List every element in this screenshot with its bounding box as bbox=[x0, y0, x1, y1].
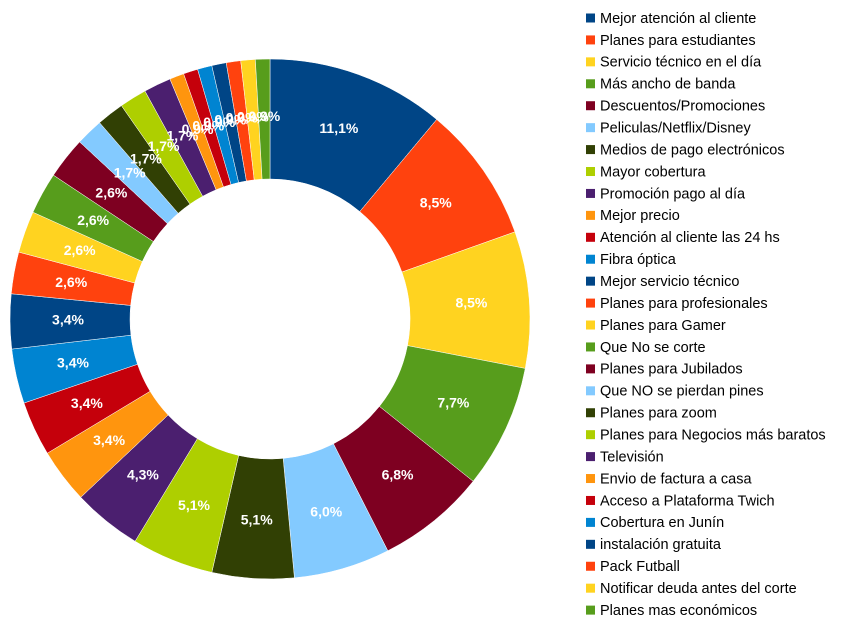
value-label: 2,6% bbox=[64, 242, 96, 258]
legend-swatch bbox=[586, 13, 595, 23]
legend-label: Medios de pago electrónicos bbox=[600, 142, 785, 158]
legend-swatch bbox=[586, 583, 595, 593]
legend-swatch bbox=[586, 364, 595, 374]
legend-swatch bbox=[586, 232, 595, 242]
legend-swatch bbox=[586, 276, 595, 286]
legend-swatch bbox=[586, 320, 595, 330]
slice bbox=[255, 58, 271, 180]
legend-label: Planes mas económicos bbox=[600, 603, 757, 617]
legend-label: Acceso a Plataforma Twich bbox=[600, 493, 775, 509]
legend-label: Mejor precio bbox=[600, 208, 680, 224]
legend-label: Más ancho de banda bbox=[600, 77, 736, 93]
legend-swatch bbox=[586, 298, 595, 308]
legend-swatch bbox=[586, 342, 595, 352]
legend-swatch bbox=[586, 167, 595, 177]
value-label: 6,8% bbox=[382, 466, 414, 482]
legend-label: Descuentos/Promociones bbox=[600, 99, 765, 115]
value-label: 2,6% bbox=[55, 274, 87, 290]
legend-label: Mayor cobertura bbox=[600, 164, 707, 180]
legend-swatch bbox=[586, 35, 595, 45]
value-label: 4,3% bbox=[127, 467, 159, 483]
value-label: 8,5% bbox=[455, 295, 487, 311]
legend-label: Notificar deuda antes del corte bbox=[600, 581, 797, 597]
value-label: 0,9% bbox=[248, 108, 280, 124]
value-label: 0,9% bbox=[203, 114, 235, 130]
value-label: 11,1% bbox=[319, 120, 358, 136]
legend-swatch bbox=[586, 123, 595, 133]
legend-label: instalación gratuita bbox=[600, 537, 722, 553]
legend-swatch bbox=[586, 452, 595, 462]
value-label: 1,7% bbox=[166, 128, 198, 144]
legend-label: Planes para Jubilados bbox=[600, 362, 743, 378]
legend-label: Planes para Negocios más baratos bbox=[600, 427, 826, 443]
value-label: 2,6% bbox=[95, 185, 127, 201]
value-label: 0,9% bbox=[226, 110, 258, 126]
legend-swatch bbox=[586, 386, 595, 396]
value-label: 1,7% bbox=[130, 150, 162, 166]
value-label: 3,4% bbox=[93, 432, 125, 448]
value-label: 0,9% bbox=[237, 108, 269, 124]
legend-label: Mejor servicio técnico bbox=[600, 274, 739, 290]
legend-label: Envio de factura a casa bbox=[600, 471, 752, 487]
value-label: 3,4% bbox=[71, 395, 103, 411]
legend-swatch bbox=[586, 254, 595, 264]
value-label: 3,4% bbox=[52, 312, 84, 328]
value-label: 1,7% bbox=[114, 164, 146, 180]
legend-swatch bbox=[586, 408, 595, 418]
legend-label: Fibra óptica bbox=[600, 252, 677, 268]
legend-label: Planes para Gamer bbox=[600, 318, 726, 334]
value-label: 5,1% bbox=[178, 497, 210, 513]
legend-swatch bbox=[586, 495, 595, 505]
legend-label: Que NO se pierdan pines bbox=[600, 384, 764, 400]
legend-label: Planes para estudiantes bbox=[600, 33, 756, 49]
legend-swatch bbox=[586, 605, 595, 615]
legend-label: Peliculas/Netflix/Disney bbox=[600, 120, 751, 136]
legend-swatch bbox=[586, 517, 595, 527]
legend-swatch bbox=[586, 561, 595, 571]
legend-swatch bbox=[586, 79, 595, 89]
value-label: 8,5% bbox=[420, 194, 452, 210]
value-label: 0,9% bbox=[192, 117, 224, 133]
value-label: 0,9% bbox=[214, 112, 246, 128]
legend-label: Cobertura en Junín bbox=[600, 515, 724, 531]
legend-swatch bbox=[586, 101, 595, 111]
value-label: 5,1% bbox=[241, 511, 273, 527]
legend-label: Atención al cliente las 24 hs bbox=[600, 230, 780, 246]
legend-swatch bbox=[586, 474, 595, 484]
legend-label: Televisión bbox=[600, 449, 664, 465]
legend-label: Servicio técnico en el día bbox=[600, 55, 762, 71]
legend-label: Promoción pago al día bbox=[600, 186, 746, 202]
legend-swatch bbox=[586, 210, 595, 220]
value-label: 1,7% bbox=[148, 138, 180, 154]
legend-swatch bbox=[586, 539, 595, 549]
value-label: 2,6% bbox=[77, 212, 109, 228]
value-label: 7,7% bbox=[437, 394, 469, 410]
value-label: 0,9% bbox=[182, 121, 214, 137]
value-label: 3,4% bbox=[57, 354, 89, 370]
legend-label: Planes para zoom bbox=[600, 406, 717, 422]
legend-swatch bbox=[586, 188, 595, 198]
legend-swatch bbox=[586, 145, 595, 155]
legend-label: Pack Futball bbox=[600, 559, 680, 575]
legend-label: Que No se corte bbox=[600, 340, 706, 356]
legend-swatch bbox=[586, 430, 595, 440]
legend-label: Planes para profesionales bbox=[600, 296, 768, 312]
legend-swatch bbox=[586, 57, 595, 67]
legend-label: Mejor atención al cliente bbox=[600, 11, 756, 27]
value-label: 6,0% bbox=[310, 504, 342, 520]
